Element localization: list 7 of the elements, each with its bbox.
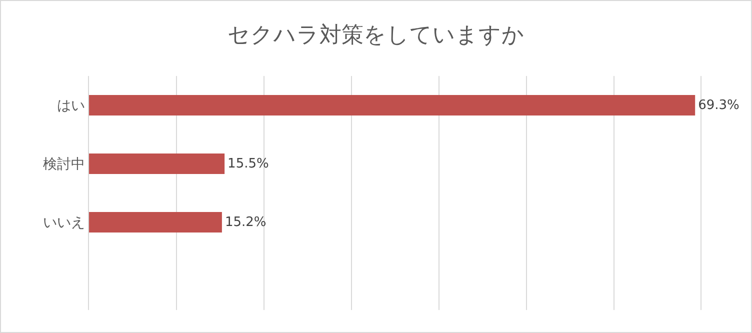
y-tick-label: 検討中 xyxy=(43,156,86,173)
y-tick-label: いいえ xyxy=(43,215,86,232)
data-label: 15.5% xyxy=(228,156,269,172)
data-label: 69.3% xyxy=(698,98,740,113)
y-tick-label: はい xyxy=(57,98,86,114)
data-label: 15.2% xyxy=(224,214,266,230)
chart-title: セクハラ対策をしていますか xyxy=(228,22,524,48)
